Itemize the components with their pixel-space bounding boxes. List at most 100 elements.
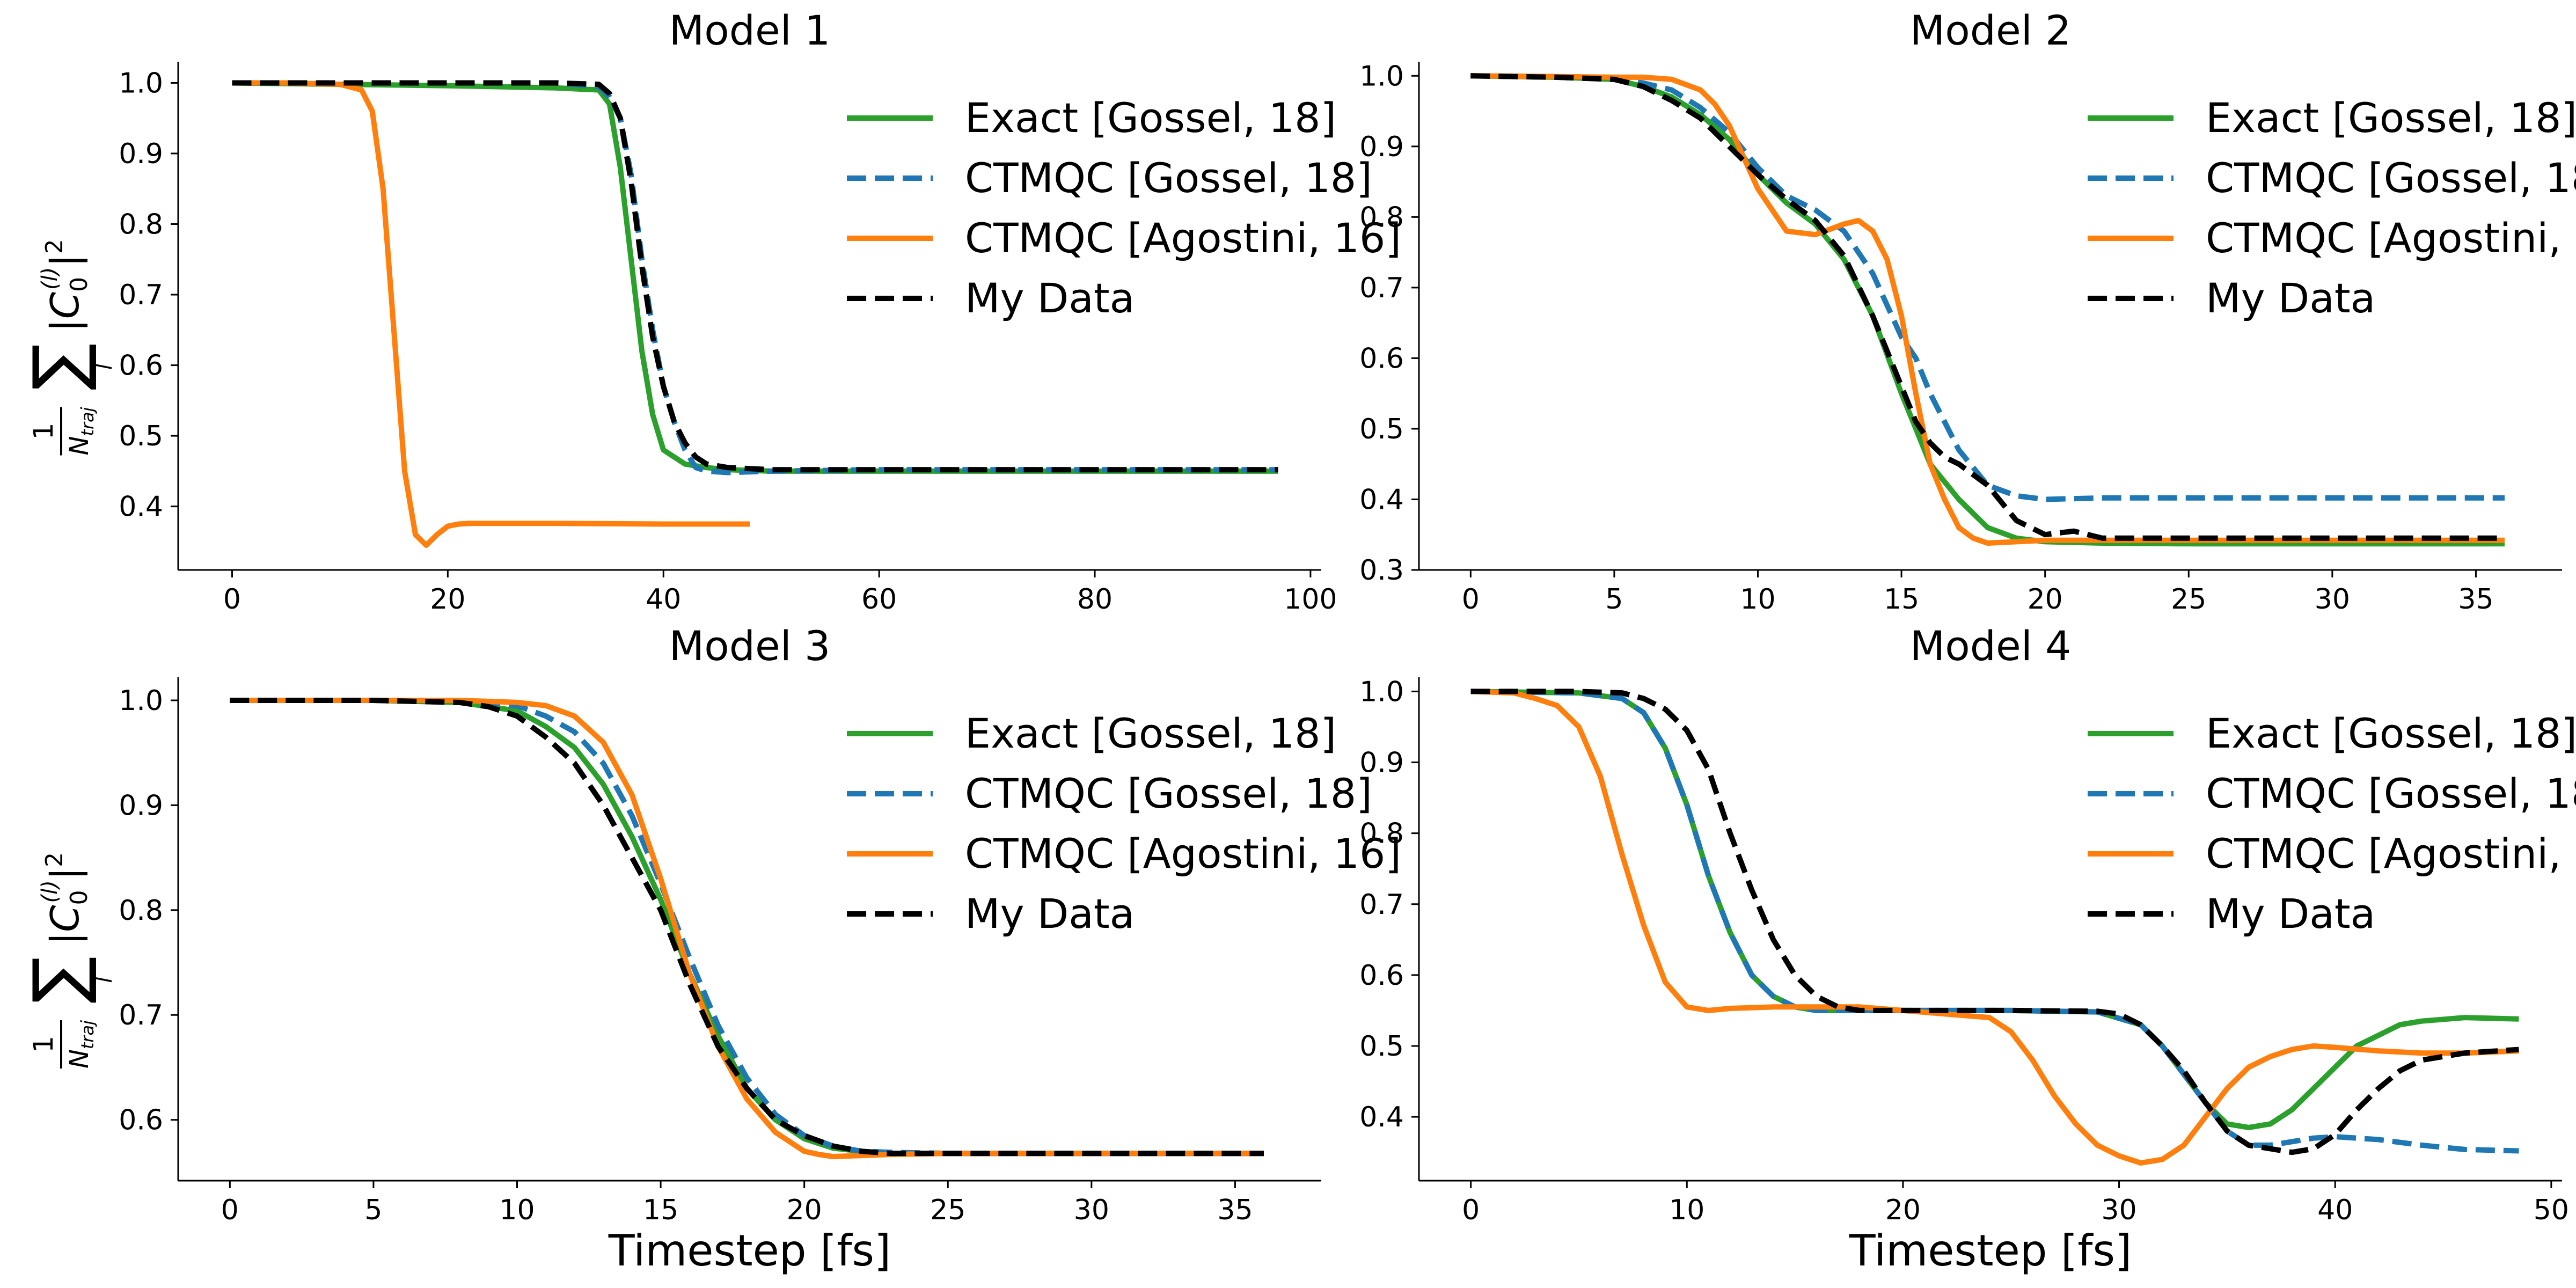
subplot-title: Model 1 [669,6,831,54]
legend: Exact [Gossel, 18] CTMQC [Gossel, 18] CTMQ… [2088,709,2576,938]
y-tick-label: 1.0 [119,685,163,717]
series-line-3 [232,80,750,548]
y-tick-label: 0.9 [1359,747,1404,779]
x-tick-label: 25 [2171,583,2206,616]
x-tick-label: 0 [223,583,241,616]
x-tick-label: 80 [1077,583,1113,616]
y-tick-label: 0.8 [1359,818,1404,850]
y-tick-label: 0.9 [1359,131,1404,163]
y-tick-label: 1.0 [119,67,163,99]
legend-label: My Data [965,890,1135,938]
legend-label: CTMQC [Agostini, 16] [965,830,1401,877]
y-tick-label: 0.4 [119,491,163,523]
subplot-title: Model 3 [669,622,831,670]
legend-label: My Data [2206,890,2375,938]
y-label-index: l [92,364,117,370]
y-tick-label: 0.8 [119,209,163,241]
legend-label: Exact [Gossel, 18] [2206,709,2576,757]
y-tick-label: 0.6 [1359,342,1404,375]
y-tick-label: 0.7 [1359,889,1404,921]
legend-label: CTMQC [Gossel, 18] [2206,154,2576,202]
y-tick-label: 0.7 [119,999,163,1031]
y-label-numerator: 1 [28,1036,59,1053]
y-tick-label: 0.5 [119,420,163,452]
y-tick-label: 0.9 [119,138,163,170]
legend: Exact [Gossel, 18] CTMQC [Gossel, 18] CTMQ… [847,94,1401,322]
x-tick-label: 10 [1669,1194,1704,1226]
x-tick-label: 40 [646,583,681,616]
legend-label: CTMQC [Agostini, 16] [2206,214,2576,262]
y-axis-label: 1 Ntraj ∑l |C0(l)|2 [18,852,117,1069]
x-tick-label: 5 [1605,583,1623,616]
subplot-3: 0 5 10 15 20 25 30 35 0.6 0.7 0.8 0.9 1.0 Model 3 Time… [18,622,1401,1276]
y-tick-label: 0.8 [119,895,163,927]
x-tick-label: 10 [1740,583,1775,616]
x-tick-label: 30 [1074,1194,1109,1226]
x-tick-label: 35 [2458,583,2493,616]
y-label-numerator: 1 [28,423,59,440]
x-tick-label: 100 [1284,583,1337,616]
x-tick-label: 50 [2534,1194,2569,1226]
y-tick-label: 0.4 [1359,1101,1404,1133]
y-label-denominator: Ntraj [64,407,98,455]
x-tick-label: 60 [861,583,897,616]
x-tick-label: 40 [2317,1194,2353,1226]
y-tick-label: 0.8 [1359,201,1404,233]
x-tick-label: 10 [499,1194,535,1226]
subplot-2: 0 5 10 15 20 25 30 35 0.3 0.4 0.5 0.6 0.7 0.8 0.9 1.0 Mo… [1359,6,2576,616]
y-label-coefficient: |C0(l)|2 [38,852,93,945]
series-line-4 [1470,689,2519,1155]
y-tick-label: 0.5 [1359,1030,1404,1063]
x-tick-label: 20 [787,1194,822,1226]
x-axis-label: Timestep [fs] [608,1226,891,1276]
legend-label: CTMQC [Agostini, 16] [2206,830,2576,877]
x-tick-label: 25 [930,1194,965,1226]
x-tick-label: 15 [1884,583,1919,616]
y-axis-label: 1 Ntraj ∑l |C0(l)|2 [18,239,117,455]
y-tick-label: 1.0 [1359,676,1404,708]
legend: Exact [Gossel, 18] CTMQC [Gossel, 18] CTMQ… [847,709,1401,938]
series-line-3 [1470,689,2519,1166]
x-tick-label: 30 [2101,1194,2136,1226]
legend-label: CTMQC [Gossel, 18] [965,154,1372,202]
subplot-4: 0 10 20 30 40 50 0.4 0.5 0.6 0.7 0.8 0.9 1.0 Model 4 T… [1359,622,2576,1276]
x-tick-label: 5 [364,1194,382,1226]
x-tick-label: 0 [1462,1194,1480,1226]
x-tick-label: 15 [643,1194,678,1226]
x-tick-label: 30 [2315,583,2350,616]
y-tick-label: 0.4 [1359,484,1404,516]
x-tick-label: 20 [430,583,465,616]
legend-label: Exact [Gossel, 18] [965,94,1336,142]
subplot-1: 0 20 40 60 80 100 0.4 0.5 0.6 0.7 0.8 0.9 1.0 Model 1… [18,6,1401,616]
legend-label: CTMQC [Gossel, 18] [2206,770,2576,817]
x-tick-label: 20 [2028,583,2063,616]
x-tick-label: 0 [1462,583,1480,616]
x-axis-label: Timestep [fs] [1849,1226,2132,1276]
series-line-2 [1470,689,2519,1154]
series-line-2 [1470,73,2505,502]
subplot-title: Model 4 [1910,622,2072,670]
y-label-sigma: ∑ [18,956,99,1004]
x-tick-label: 35 [1217,1194,1253,1226]
legend-label: Exact [Gossel, 18] [2206,94,2576,142]
y-label-denominator: Ntraj [64,1020,98,1069]
series-line-4 [232,80,1278,473]
legend-label: My Data [965,274,1135,322]
subplot-title: Model 2 [1910,6,2072,54]
y-tick-label: 0.6 [119,1104,163,1137]
y-tick-label: 0.6 [1359,960,1404,992]
series-line-3 [1470,73,2505,546]
legend-label: CTMQC [Gossel, 18] [965,770,1372,817]
y-tick-label: 0.9 [119,789,163,822]
legend-label: Exact [Gossel, 18] [965,709,1336,757]
y-tick-label: 1.0 [1359,60,1404,92]
y-tick-label: 0.7 [1359,272,1404,304]
x-tick-label: 20 [1885,1194,1921,1226]
y-label-sigma: ∑ [18,343,99,391]
legend-label: My Data [2206,274,2375,322]
y-label-coefficient: |C0(l)|2 [38,239,93,332]
series-line-4 [1470,73,2505,541]
y-label-index: l [92,977,117,983]
y-tick-label: 0.6 [119,350,163,382]
